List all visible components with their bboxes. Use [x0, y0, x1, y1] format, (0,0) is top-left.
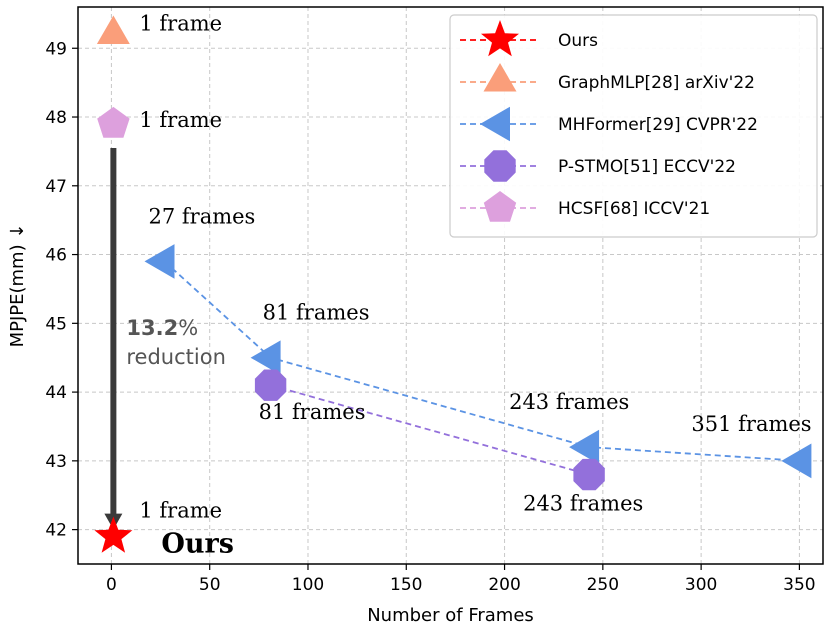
y-tick-label: 45 [45, 314, 67, 334]
legend-label: Ours [558, 31, 598, 51]
marker-triangle-left [569, 429, 600, 465]
x-tick-label: 100 [292, 575, 324, 595]
x-tick-label: 250 [587, 575, 619, 595]
series-line [163, 260, 802, 462]
x-axis-title: Number of Frames [367, 605, 534, 626]
marker-star [94, 516, 133, 553]
legend-marker-star [481, 20, 519, 57]
marker-octagon [254, 369, 287, 401]
point-label: 1 frame [139, 108, 222, 132]
axis-ticks: 0 50 100 150 200 250 300 350 42 43 44 45 46 47 48 49 [45, 39, 815, 595]
legend-marker-pentagon [483, 191, 517, 222]
marker-octagon [573, 458, 605, 491]
x-tick-label: 200 [488, 575, 520, 595]
point-label: 1 frame [139, 12, 222, 36]
reduction-arrow: 13.2% reduction [104, 147, 226, 530]
x-tick-label: 150 [390, 575, 422, 595]
y-tick-label: 43 [45, 452, 67, 472]
legend: Ours GraphMLP[28] arXiv'22 MHFormer[29] CV… [449, 14, 818, 238]
legend-marker-triangle-up [483, 63, 517, 92]
point-label: 27 frames [148, 204, 255, 228]
y-axis-title: MPJPE(mm) ↓ [7, 224, 28, 348]
arrow-label: 1 frame [139, 499, 222, 523]
legend-marker-octagon [484, 150, 516, 182]
y-tick-label: 47 [45, 177, 67, 197]
point-label: Ours [161, 528, 234, 559]
reduction-label: reduction [126, 345, 226, 369]
point-labels: Ours 1 frame 27 frames 81 frames 243 frames 3… [139, 12, 811, 560]
legend-label: MHFormer[29] CVPR'22 [558, 115, 758, 135]
series-lines [163, 260, 802, 476]
point-label: 243 frames [523, 492, 643, 516]
legend-label: GraphMLP[28] arXiv'22 [558, 73, 755, 93]
point-label: 243 frames [509, 390, 629, 414]
marker-triangle-left [144, 244, 175, 279]
y-tick-label: 42 [45, 521, 67, 541]
y-tick-label: 49 [45, 39, 67, 59]
y-tick-label: 46 [45, 246, 67, 266]
marker-pentagon [97, 106, 130, 138]
legend-box [449, 14, 818, 238]
x-tick-label: 300 [685, 575, 717, 595]
marker-triangle-up [96, 15, 130, 44]
marker-triangle-left [781, 443, 812, 479]
x-tick-label: 0 [106, 575, 117, 595]
reduction-suffix: % [178, 316, 198, 340]
reduction-percent: 13.2% [126, 316, 198, 340]
reduction-value: 13.2 [126, 316, 178, 340]
y-tick-label: 44 [45, 383, 67, 403]
y-tick-label: 48 [45, 108, 67, 128]
x-tick-label: 350 [783, 575, 815, 595]
marker-triangle-left [250, 340, 281, 375]
legend-label: P-STMO[51] ECCV'22 [558, 157, 736, 177]
series-line [270, 384, 590, 476]
plot-area [77, 6, 824, 565]
point-label: 351 frames [691, 412, 811, 436]
legend-label: HCSF[68] ICCV'21 [558, 199, 710, 219]
point-label: 81 frames [263, 301, 370, 325]
data-points [94, 15, 812, 553]
point-label: 81 frames [259, 400, 366, 424]
x-tick-label: 50 [199, 575, 221, 595]
legend-marker-triangle-left [480, 106, 510, 142]
